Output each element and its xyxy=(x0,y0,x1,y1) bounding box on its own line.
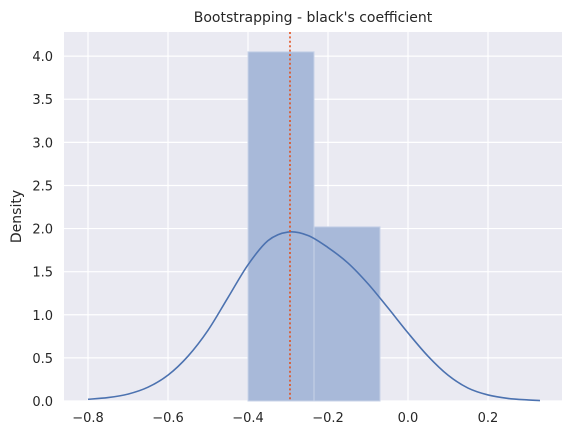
histogram-bar-1 xyxy=(313,226,381,402)
kde-curve xyxy=(87,231,541,402)
y-tick-label-5: 2.5 xyxy=(32,179,53,194)
x-axis-ticks: −0.8 −0.6 −0.4 −0.2 0.0 0.2 xyxy=(72,411,498,426)
y-axis-ticks: 0.0 0.5 1.0 1.5 2.0 2.5 3.0 3.5 4.0 xyxy=(32,50,53,410)
y-tick-label-4: 2.0 xyxy=(32,223,53,238)
x-tick-label-4: 0.0 xyxy=(398,411,419,426)
y-tick-label-2: 1.0 xyxy=(32,309,53,324)
y-tick-label-1: 0.5 xyxy=(32,352,53,367)
x-tick-label-3: −0.2 xyxy=(312,411,344,426)
histogram-bars xyxy=(247,51,381,402)
histogram-bar-0 xyxy=(247,51,315,402)
y-tick-label-3: 1.5 xyxy=(32,266,53,281)
y-axis-label: Density xyxy=(9,190,25,243)
y-tick-label-8: 4.0 xyxy=(32,50,53,65)
x-tick-label-2: −0.4 xyxy=(232,411,264,426)
y-tick-label-0: 0.0 xyxy=(32,395,53,410)
y-tick-label-7: 3.5 xyxy=(32,93,53,108)
x-tick-label-1: −0.6 xyxy=(152,411,184,426)
chart-title: Bootstrapping - black's coefficient xyxy=(194,10,433,26)
y-tick-label-6: 3.0 xyxy=(32,136,53,151)
x-tick-label-5: 0.2 xyxy=(478,411,499,426)
x-tick-label-0: −0.8 xyxy=(72,411,104,426)
